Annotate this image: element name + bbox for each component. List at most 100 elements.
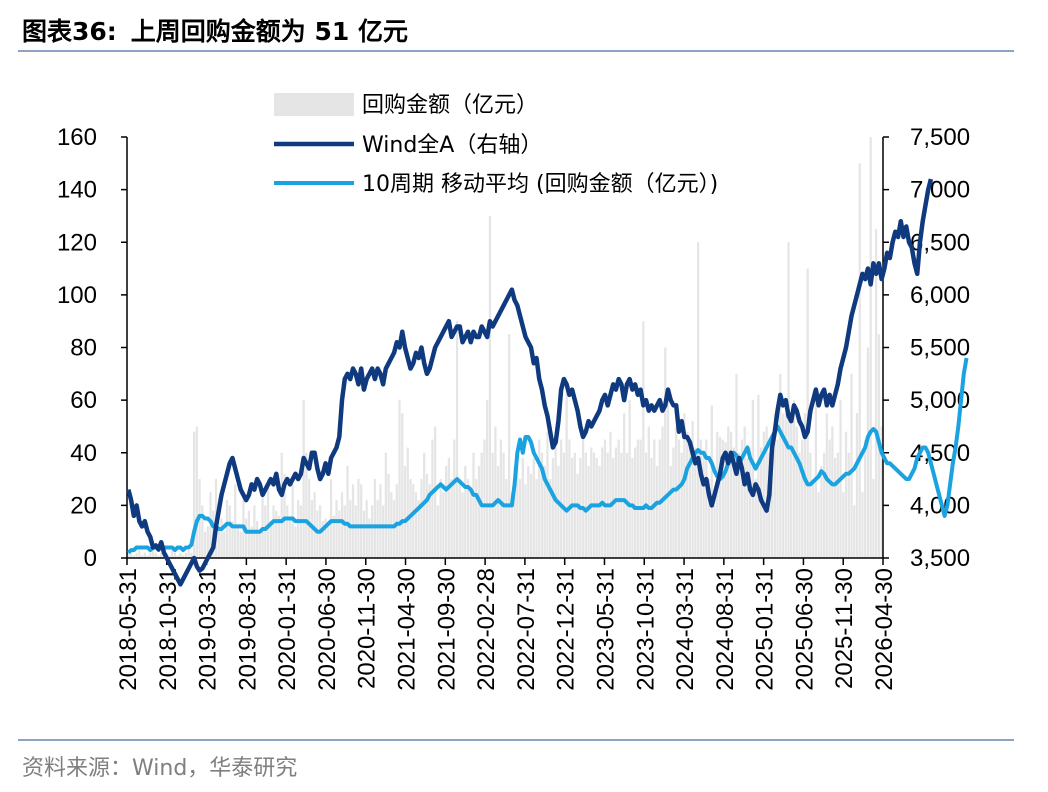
x-axis-tick-label: 2022-02-28 (473, 568, 500, 691)
wind-all-a-line (126, 178, 934, 587)
repurchase-bar (365, 500, 368, 558)
repurchase-bar (286, 505, 289, 559)
repurchase-bar (655, 465, 659, 558)
repurchase-bar (518, 479, 522, 558)
repurchase-bar (633, 447, 637, 558)
repurchase-bar (833, 458, 837, 558)
repurchase-bar (784, 413, 787, 558)
right-axis-tick-label: 7,000 (910, 177, 970, 204)
repurchase-bar (510, 492, 513, 558)
axes-layer: 0204060801001201401603,5004,0004,5005,00… (57, 124, 970, 691)
x-axis-tick-label: 2021-09-30 (433, 568, 460, 691)
repurchase-bar (220, 518, 223, 558)
repurchase-bar (814, 386, 818, 558)
repurchase-bar (738, 452, 741, 558)
repurchase-bar (828, 439, 831, 558)
repurchase-bar (143, 552, 146, 558)
repurchase-bar (529, 473, 533, 558)
repurchase-bar (447, 458, 450, 558)
repurchase-bar (376, 500, 379, 558)
repurchase-bar (444, 465, 448, 558)
repurchase-bar (247, 510, 251, 558)
right-axis-tick-label: 7,500 (910, 124, 970, 151)
repurchase-bar (705, 439, 708, 558)
repurchase-bar (587, 465, 590, 558)
repurchase-bar (461, 492, 464, 558)
repurchase-bar (398, 400, 401, 559)
legend: 回购金额（亿元） Wind全A（右轴） 10周期 移动平均 (回购金额（亿元）) (274, 93, 718, 197)
repurchase-bar (642, 321, 645, 558)
wind-all-a-layer (126, 178, 934, 587)
repurchase-bar (549, 479, 552, 558)
repurchase-bar (368, 518, 371, 558)
repurchase-bar (269, 521, 272, 558)
repurchase-bar (335, 500, 338, 558)
repurchase-bar (497, 465, 500, 558)
repurchase-bar (718, 436, 722, 558)
repurchase-bar (140, 555, 144, 558)
repurchase-bar (776, 439, 779, 558)
repurchase-bar (384, 452, 387, 558)
repurchase-bar (754, 479, 757, 558)
repurchase-bar (880, 426, 883, 558)
repurchase-chart: 0204060801001201401603,5004,0004,5005,00… (57, 93, 970, 691)
repurchase-bar (850, 373, 853, 558)
repurchase-bar (343, 505, 346, 559)
repurchase-bar (340, 492, 344, 558)
repurchase-bar (855, 413, 859, 558)
left-axis-tick-label: 120 (57, 229, 97, 256)
repurchase-bar (223, 531, 226, 558)
repurchase-bar (132, 555, 135, 558)
repurchase-bar (831, 426, 834, 558)
repurchase-bar (401, 413, 404, 558)
repurchase-bar (313, 492, 316, 558)
repurchase-bar (184, 552, 188, 558)
repurchase-bar (234, 484, 237, 558)
repurchase-bar (450, 479, 453, 558)
right-axis-tick-label: 6,000 (910, 282, 970, 309)
repurchase-bar (245, 518, 248, 558)
repurchase-bar (381, 505, 385, 559)
repurchase-bar (836, 452, 839, 558)
repurchase-bar (677, 439, 681, 558)
repurchase-bar (206, 526, 209, 558)
repurchase-bar (595, 458, 598, 558)
repurchase-bar (721, 439, 724, 558)
repurchase-bar (806, 268, 809, 558)
repurchase-bar (469, 492, 472, 558)
repurchase-bar (666, 400, 670, 559)
repurchase-bar (321, 521, 324, 558)
figure-title: 上周回购金额为 51 亿元 (130, 17, 408, 46)
repurchase-bar (236, 526, 240, 558)
repurchase-bar (803, 413, 807, 558)
repurchase-bar (338, 510, 341, 558)
repurchase-bar (820, 465, 823, 558)
x-axis-tick-label: 2019-03-31 (195, 568, 222, 691)
repurchase-bar (683, 413, 686, 558)
repurchase-bar (250, 526, 253, 558)
left-axis-tick-label: 60 (70, 387, 97, 414)
legend-swatch-bars (274, 93, 354, 116)
repurchase-bar (847, 452, 850, 558)
repurchase-bar (171, 550, 174, 558)
left-axis-tick-label: 0 (84, 545, 97, 572)
repurchase-bar (639, 439, 642, 558)
repurchase-bar (713, 505, 716, 559)
repurchase-bar (458, 479, 461, 558)
repurchase-bar (302, 400, 305, 559)
repurchase-bar (499, 439, 503, 558)
repurchase-bar (395, 484, 398, 558)
repurchase-bar (757, 394, 760, 558)
repurchase-bar (636, 439, 639, 558)
repurchase-bar (182, 555, 185, 558)
repurchase-bar (455, 321, 459, 558)
x-axis-tick-label: 2022-07-31 (513, 568, 540, 691)
repurchase-bar (612, 458, 615, 558)
repurchase-bar (825, 413, 828, 558)
repurchase-bar (231, 521, 234, 558)
repurchase-bar (201, 505, 204, 559)
x-axis-tick-label: 2025-01-31 (752, 568, 779, 691)
repurchase-bar (138, 550, 141, 558)
repurchase-bar (864, 439, 867, 558)
repurchase-bar (702, 452, 705, 558)
